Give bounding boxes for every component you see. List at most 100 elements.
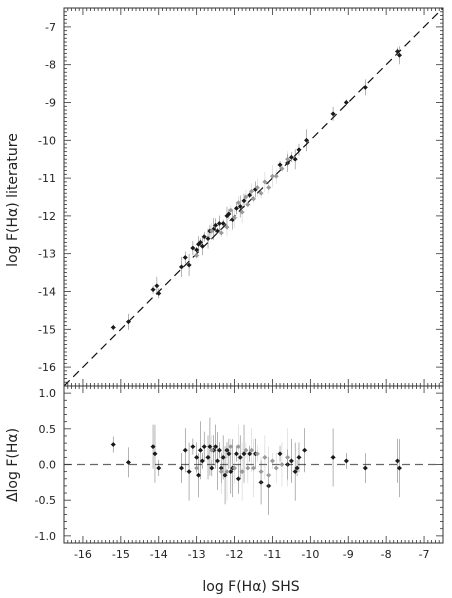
- top-data-point: [269, 173, 276, 179]
- top-data-point: [396, 52, 402, 58]
- bottom-data-point: [243, 447, 249, 453]
- bottom-data-point: [195, 472, 202, 478]
- top-data-point: [194, 253, 200, 259]
- top-y-tick-label: -12: [38, 210, 56, 223]
- bottom-data-point: [125, 459, 131, 465]
- bottom-data-point: [239, 469, 245, 475]
- bottom-data-point: [190, 444, 196, 450]
- bottom-data-point: [277, 451, 283, 457]
- bottom-x-tick-label: -11: [263, 548, 281, 561]
- bottom-data-point: [199, 458, 205, 464]
- bottom-data-point: [249, 447, 255, 453]
- top-data-point: [258, 190, 264, 196]
- top-data-point: [218, 230, 224, 236]
- bottom-data-point: [228, 444, 234, 450]
- top-series-1: [194, 151, 291, 259]
- bottom-data-point: [237, 454, 243, 460]
- bottom-data-point: [213, 444, 219, 450]
- bottom-data-point: [150, 444, 156, 450]
- top-data-point: [233, 205, 239, 211]
- bottom-x-tick-label: -16: [74, 548, 92, 561]
- bottom-y-tick-label: -1.0: [35, 530, 56, 543]
- top-data-point: [279, 166, 285, 172]
- top-data-point: [150, 287, 156, 293]
- bottom-data-point: [207, 444, 213, 450]
- top-data-point: [209, 228, 215, 234]
- bottom-y-tick-label: 0.0: [39, 459, 57, 472]
- bottom-data-point: [285, 461, 291, 468]
- top-data-point: [273, 173, 279, 179]
- bottom-series-0: [110, 417, 402, 515]
- top-data-point: [216, 220, 222, 227]
- top-data-point: [296, 147, 302, 153]
- bottom-data-point: [279, 461, 285, 468]
- bottom-data-point: [152, 451, 158, 457]
- top-data-point: [178, 264, 185, 270]
- bottom-x-tick-label: -8: [381, 548, 392, 561]
- bottom-data-point: [222, 472, 228, 478]
- bottom-data-point: [292, 469, 298, 475]
- top-data-point: [239, 209, 245, 215]
- bottom-data-point: [231, 465, 238, 471]
- bottom-data-point: [294, 465, 300, 471]
- bottom-series-1: [194, 424, 291, 505]
- bottom-data-point: [194, 454, 200, 460]
- bottom-data-point: [269, 458, 276, 464]
- top-y-tick-label: -8: [45, 59, 56, 72]
- top-y-axis-label: log F(Hα) literature: [5, 133, 21, 267]
- bottom-x-tick-label: -14: [150, 548, 168, 561]
- top-data-point: [201, 234, 207, 240]
- top-data-point: [194, 247, 200, 253]
- top-data-point: [214, 228, 221, 234]
- bottom-data-point: [201, 444, 207, 450]
- top-y-tick-label: -11: [38, 172, 56, 185]
- bottom-data-point: [209, 465, 215, 471]
- bottom-data-point: [220, 454, 226, 460]
- top-data-point: [228, 207, 234, 213]
- bottom-panel: -16 -15 -14 -13 -12 -11 -10 -9 -8 -7 -1.0 -0.5 0.0 0.…: [35, 385, 444, 561]
- bottom-data-point: [258, 479, 264, 485]
- bottom-data-point: [233, 451, 239, 457]
- top-data-point: [254, 184, 260, 191]
- top-data-point: [285, 160, 291, 166]
- top-y-tick-label: -15: [38, 323, 56, 336]
- top-data-point: [243, 194, 249, 200]
- top-data-point: [197, 239, 203, 245]
- bottom-data-point: [262, 454, 268, 460]
- bottom-data-point: [394, 458, 401, 464]
- bottom-y-axis-label: Δlog F(Hα): [5, 428, 21, 502]
- top-data-point: [262, 179, 268, 185]
- bottom-data-point: [330, 454, 336, 460]
- bottom-data-point: [245, 465, 251, 471]
- bottom-data-point: [288, 458, 294, 464]
- top-series-0: [110, 46, 402, 331]
- bottom-data-point: [209, 447, 215, 453]
- top-data-point: [249, 188, 255, 194]
- bottom-data-point: [235, 444, 241, 450]
- bottom-data-point: [362, 465, 368, 471]
- top-data-point: [266, 184, 272, 191]
- bottom-y-tick-label: 1.0: [39, 387, 57, 400]
- top-y-tick-label: -13: [38, 248, 56, 261]
- bottom-data-point: [110, 441, 116, 448]
- bottom-data-point: [254, 451, 260, 457]
- top-data-point: [250, 196, 257, 202]
- top-data-point: [224, 224, 230, 230]
- top-y-tick-label: -10: [38, 134, 56, 147]
- bottom-data-point: [218, 469, 224, 475]
- bottom-data-point: [205, 454, 211, 460]
- bottom-data-point: [224, 447, 230, 453]
- bottom-y-tick-label: 0.5: [39, 423, 57, 436]
- bottom-data-point: [266, 483, 272, 489]
- top-data-point: [304, 137, 310, 143]
- top-data-point: [394, 48, 401, 55]
- top-data-point: [330, 111, 336, 117]
- top-data-point: [231, 215, 238, 221]
- top-data-point: [241, 198, 247, 204]
- bottom-data-point: [273, 465, 279, 471]
- top-data-point: [285, 156, 291, 162]
- bottom-data-point: [266, 472, 272, 478]
- top-data-point: [199, 243, 205, 249]
- bottom-data-point: [285, 454, 291, 460]
